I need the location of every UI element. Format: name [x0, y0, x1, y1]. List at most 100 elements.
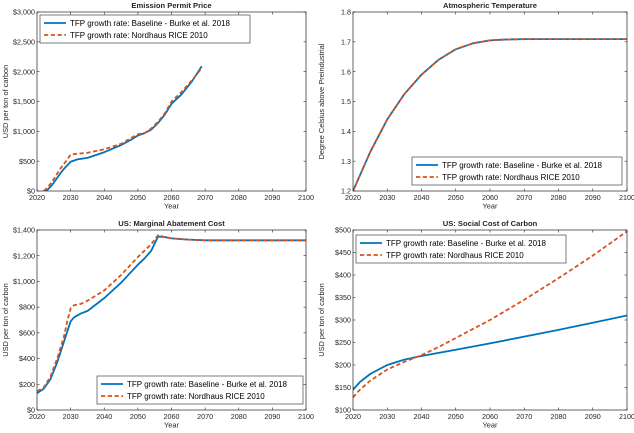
x-tick-label: 2060 [164, 412, 180, 421]
y-axis-label: USD per ton of carbon [1, 283, 10, 357]
x-tick-label: 2050 [130, 412, 146, 421]
x-axis-label: Year [483, 421, 498, 430]
x-tick-label: 2060 [482, 412, 498, 421]
y-tick-label: $250 [335, 338, 351, 347]
y-axis-label: Degree Celsius above Preindustrial [317, 43, 326, 159]
legend-box [96, 375, 304, 405]
axes-frame [36, 11, 307, 192]
legend: TFP growth rate: Baseline - Burke et al.… [355, 234, 567, 264]
y-tick-label: $300 [335, 316, 351, 325]
y-tick-label: 1.8 [341, 8, 351, 17]
legend-box [39, 14, 251, 44]
x-tick-label: 2090 [585, 193, 601, 202]
x-tick-label: 2020 [345, 193, 361, 202]
legend-box [411, 156, 623, 186]
axes-frame [36, 229, 307, 411]
y-tick-label: $0 [27, 406, 35, 415]
x-tick-label: 2040 [96, 193, 112, 202]
x-tick-label: 2060 [482, 193, 498, 202]
x-tick-label: 2030 [63, 412, 79, 421]
x-tick-label: 2100 [298, 412, 314, 421]
x-tick-label: 2020 [29, 412, 45, 421]
legend-entry: TFP growth rate: Nordhaus RICE 2010 [70, 31, 208, 40]
chart-panel-4: US: Social Cost of Carbon 2020 2030 2040 205… [317, 219, 634, 430]
chart-title: US: Social Cost of Carbon [443, 219, 538, 228]
y-tick-label: $500 [335, 226, 351, 235]
x-tick-label: 2080 [231, 412, 247, 421]
chart-panel-2: Atmospheric Temperature 2020 2030 2040 2050 2… [317, 1, 634, 211]
legend-entry: TFP growth rate: Baseline - Burke et al.… [386, 239, 546, 248]
series-line-1 [37, 235, 306, 395]
y-tick-label: $200 [19, 380, 35, 389]
x-tick-label: 2050 [130, 193, 146, 202]
legend: TFP growth rate: Baseline - Burke et al.… [39, 14, 251, 44]
legend-box [355, 234, 567, 264]
legend-entry: TFP growth rate: Nordhaus RICE 2010 [127, 392, 265, 401]
x-axis-label: Year [164, 421, 179, 430]
y-tick-label: $2,500 [13, 37, 35, 46]
legend-entry: TFP growth rate: Nordhaus RICE 2010 [386, 251, 524, 260]
y-tick-label: $150 [335, 383, 351, 392]
axes-frame [352, 229, 628, 411]
x-axis-label: Year [483, 202, 498, 211]
legend-entry: TFP growth rate: Nordhaus RICE 2010 [442, 173, 580, 182]
y-tick-label: $0 [27, 187, 35, 196]
x-tick-label: 2040 [414, 193, 430, 202]
axes-frame [352, 11, 628, 192]
y-tick-label: $1,200 [13, 251, 35, 260]
x-tick-label: 2080 [231, 193, 247, 202]
y-tick-label: $200 [335, 361, 351, 370]
x-tick-label: 2070 [516, 412, 532, 421]
chart-title: Emission Permit Price [131, 1, 211, 10]
x-tick-label: 2050 [448, 412, 464, 421]
legend: TFP growth rate: Baseline - Burke et al.… [411, 156, 623, 186]
y-tick-label: $1,400 [13, 226, 35, 235]
legend-entry: TFP growth rate: Baseline - Burke et al.… [70, 19, 230, 28]
x-tick-label: 2020 [29, 193, 45, 202]
legend-entry: TFP growth rate: Baseline - Burke et al.… [127, 380, 287, 389]
series-line-2 [37, 234, 306, 393]
series-line-1 [43, 65, 203, 191]
x-axis-label: Year [164, 202, 179, 211]
y-axis-label: USD per ton of carbon [317, 283, 326, 357]
x-tick-label: 2080 [551, 412, 567, 421]
x-tick-label: 2040 [96, 412, 112, 421]
y-axis-label: USD per ton of carbon [1, 65, 10, 139]
x-tick-label: 2100 [619, 193, 634, 202]
y-tick-label: $600 [19, 328, 35, 337]
x-tick-label: 2090 [264, 412, 280, 421]
y-tick-label: 1.4 [341, 127, 351, 136]
y-tick-label: $400 [19, 354, 35, 363]
x-tick-label: 2070 [197, 412, 213, 421]
y-tick-label: $800 [19, 303, 35, 312]
x-tick-label: 2100 [298, 193, 314, 202]
x-tick-label: 2090 [264, 193, 280, 202]
y-tick-label: $1,000 [13, 127, 35, 136]
y-tick-label: $500 [19, 157, 35, 166]
x-tick-label: 2080 [551, 193, 567, 202]
x-tick-label: 2100 [619, 412, 634, 421]
x-tick-label: 2060 [164, 193, 180, 202]
chart-panel-3: US: Marginal Abatement Cost 2020 2030 2040 2… [1, 219, 314, 430]
y-tick-label: $1,000 [13, 277, 35, 286]
y-tick-label: 1.6 [341, 67, 351, 76]
y-tick-label: $400 [335, 271, 351, 280]
series-line-1 [353, 314, 627, 391]
x-tick-label: 2050 [448, 193, 464, 202]
series-line-2 [353, 38, 627, 191]
x-tick-label: 2040 [414, 412, 430, 421]
chart-title: Atmospheric Temperature [443, 1, 537, 10]
y-tick-label: $350 [335, 293, 351, 302]
y-tick-label: $1,500 [13, 97, 35, 106]
y-tick-label: $450 [335, 248, 351, 257]
x-tick-label: 2090 [585, 412, 601, 421]
y-tick-label: 1.2 [341, 187, 351, 196]
y-tick-label: $3,000 [13, 8, 35, 17]
y-tick-label: 1.5 [341, 97, 351, 106]
x-tick-label: 2070 [197, 193, 213, 202]
y-tick-label: 1.7 [341, 37, 351, 46]
series-line-2 [353, 230, 627, 399]
legend: TFP growth rate: Baseline - Burke et al.… [96, 375, 304, 405]
x-tick-label: 2020 [345, 412, 361, 421]
